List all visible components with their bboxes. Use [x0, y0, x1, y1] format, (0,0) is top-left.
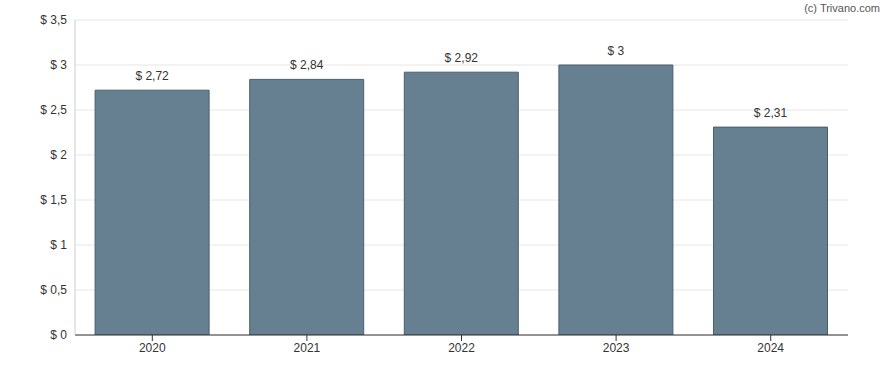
svg-text:$ 3: $ 3	[608, 44, 625, 58]
svg-text:$ 2,31: $ 2,31	[754, 106, 788, 120]
svg-text:$ 2: $ 2	[50, 148, 67, 162]
svg-text:$ 0,5: $ 0,5	[40, 283, 67, 297]
html-text:(c) Trivano.com: (c) Trivano.com	[804, 2, 880, 14]
svg-text:$ 2,84: $ 2,84	[290, 58, 324, 72]
svg-text:$ 0: $ 0	[50, 328, 67, 342]
svg-text:$ 2,92: $ 2,92	[445, 51, 479, 65]
svg-text:2020: 2020	[139, 341, 166, 355]
svg-text:2021: 2021	[294, 341, 321, 355]
svg-text:2024: 2024	[757, 341, 784, 355]
svg-text:$ 2,5: $ 2,5	[40, 103, 67, 117]
svg-text:$ 2,72: $ 2,72	[135, 69, 169, 83]
svg-text:2023: 2023	[603, 341, 630, 355]
svg-text:2022: 2022	[448, 341, 475, 355]
svg-text:$ 1: $ 1	[50, 238, 67, 252]
svg-text:$ 1,5: $ 1,5	[40, 193, 67, 207]
svg-text:$ 3: $ 3	[50, 58, 67, 72]
svg-text:$ 3,5: $ 3,5	[40, 13, 67, 27]
